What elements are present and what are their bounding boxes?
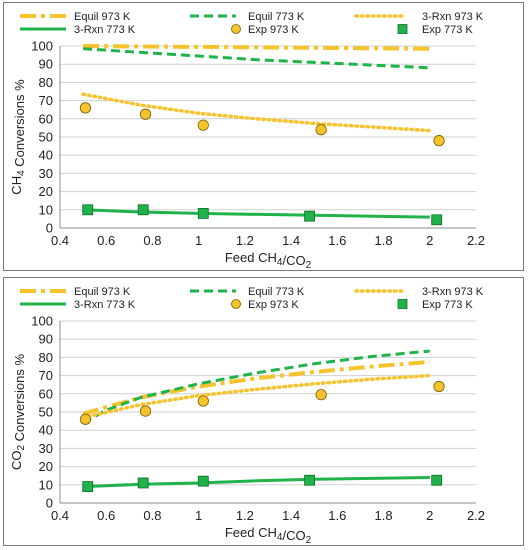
y-tick-label: 80: [39, 75, 53, 90]
point-exp-773-k: [431, 214, 443, 226]
point-exp-773-k: [82, 481, 94, 493]
point-exp-973-k: [433, 380, 445, 393]
x-tick-label: 1.4: [282, 508, 300, 523]
point-exp-973-k: [197, 395, 209, 407]
y-axis-title: CO2 Conversions %: [9, 354, 27, 471]
point-exp-973-k: [139, 405, 152, 417]
point-exp-773-k: [431, 474, 443, 486]
legend-label-exp-973-k: Exp 973 K: [248, 299, 299, 311]
y-tick-label: 20: [39, 184, 53, 199]
point-exp-973-k: [79, 413, 92, 425]
x-tick-label: 0.4: [51, 508, 69, 523]
point-exp-773-k: [82, 204, 94, 216]
x-tick-label: 0.6: [97, 508, 115, 523]
y-tick-label: 10: [39, 202, 53, 217]
series-line-equil-773-k: [82, 349, 430, 425]
x-tick-label: 1: [195, 508, 202, 523]
point-exp-773-k: [197, 475, 209, 487]
x-axis-title: Feed CH4/CO2: [225, 525, 312, 546]
y-tick-label: 50: [39, 405, 53, 420]
x-tick-label: 0.4: [51, 233, 69, 248]
point-exp-973-k: [139, 108, 152, 120]
series-line-equil-973-k: [83, 44, 430, 51]
x-tick-label: 1.6: [328, 233, 346, 248]
legend-swatch-exp-973-k: [231, 24, 241, 34]
y-tick-label: 0: [46, 221, 53, 236]
legend-label-3-rxn-773-k: 3-Rxn 773 K: [74, 299, 136, 311]
y-tick-label: 40: [39, 423, 53, 438]
legend-label-exp-773-k: Exp 773 K: [422, 24, 473, 36]
x-tick-label: 0.8: [143, 233, 161, 248]
y-tick-label: 40: [39, 148, 53, 163]
x-tick-label: 0.8: [143, 508, 161, 523]
legend-label-equil-973-k: Equil 973 K: [74, 286, 131, 298]
y-tick-label: 70: [39, 368, 53, 383]
point-exp-773-k: [137, 477, 149, 489]
y-tick-label: 20: [39, 459, 53, 474]
y-axis-title: CH4 Conversions %: [9, 79, 27, 195]
legend-swatch-exp-973-k: [231, 299, 241, 309]
y-tick-label: 60: [39, 111, 53, 126]
point-exp-773-k: [197, 208, 209, 219]
y-tick-label: 0: [46, 496, 53, 511]
y-tick-label: 30: [39, 441, 53, 456]
series-line-3-rxn-973-k: [81, 92, 432, 133]
x-tick-label: 1: [195, 233, 202, 248]
legend-label-3-rxn-973-k: 3-Rxn 973 K: [422, 286, 484, 298]
legend-label-equil-773-k: Equil 773 K: [248, 286, 305, 298]
y-tick-label: 70: [39, 93, 53, 108]
point-exp-973-k: [315, 389, 327, 401]
series-line-3-rxn-973-k: [81, 373, 432, 420]
legend-label-3-rxn-973-k: 3-Rxn 973 K: [422, 11, 484, 23]
x-tick-label: 1.2: [236, 508, 254, 523]
series-line-3-rxn-773-k: [83, 208, 430, 219]
series-line-equil-773-k: [83, 47, 430, 70]
co2-conversion-chart: 0 10 20 30 40 50 60 70 80 90 100 0.4 0.6 0.8 1 1.2 1.4 1.…: [3, 277, 524, 546]
point-exp-973-k: [197, 119, 209, 131]
co2-chart-svg: 0 10 20 30 40 50 60 70 80 90 100 0.4 0.6 0.8 1 1.2 1.4 1.…: [9, 286, 485, 546]
legend-label-equil-973-k: Equil 973 K: [74, 11, 131, 23]
y-tick-label: 30: [39, 166, 53, 181]
ch4-conversion-chart: 0 10 20 30 40 50 60 70 80 90 100 0.4 0.6 0.8 1 1.2 1.4 1.…: [3, 2, 524, 271]
y-tick-label: 10: [39, 477, 53, 492]
x-tick-label: 1.8: [375, 233, 393, 248]
y-tick-label: 80: [39, 350, 53, 365]
y-tick-label: 100: [31, 39, 53, 54]
point-exp-973-k: [433, 135, 445, 147]
point-exp-973-k: [315, 124, 327, 136]
x-tick-label: 1.4: [282, 233, 300, 248]
legend-label-exp-773-k: Exp 773 K: [422, 299, 473, 311]
x-tick-label: 1.6: [328, 508, 346, 523]
legend-swatch-exp-773-k: [397, 24, 408, 34]
legend-swatch-exp-773-k: [397, 299, 408, 309]
ch4-chart-svg: 0 10 20 30 40 50 60 70 80 90 100 0.4 0.6 0.8 1 1.2 1.4 1.…: [9, 11, 485, 271]
x-axis-title: Feed CH4/CO2: [225, 250, 312, 271]
y-tick-label: 90: [39, 332, 53, 347]
legend-label-equil-773-k: Equil 773 K: [248, 11, 305, 23]
point-exp-773-k: [304, 474, 316, 486]
x-tick-label: 1.2: [236, 233, 254, 248]
x-tick-label: 1.8: [375, 508, 393, 523]
point-exp-773-k: [137, 204, 149, 216]
x-tick-label: 2: [426, 508, 433, 523]
x-tick-label: 0.6: [97, 233, 115, 248]
point-exp-973-k: [79, 102, 92, 114]
y-tick-label: 50: [39, 130, 53, 145]
y-tick-label: 90: [39, 57, 53, 72]
legend-label-exp-973-k: Exp 973 K: [248, 24, 299, 36]
y-tick-label: 100: [31, 314, 53, 329]
x-tick-label: 2.2: [467, 233, 485, 248]
y-tick-label: 60: [39, 386, 53, 401]
x-tick-label: 2.2: [467, 508, 485, 523]
point-exp-773-k: [304, 210, 316, 222]
x-tick-label: 2: [426, 233, 433, 248]
legend-label-3-rxn-773-k: 3-Rxn 773 K: [74, 24, 136, 36]
